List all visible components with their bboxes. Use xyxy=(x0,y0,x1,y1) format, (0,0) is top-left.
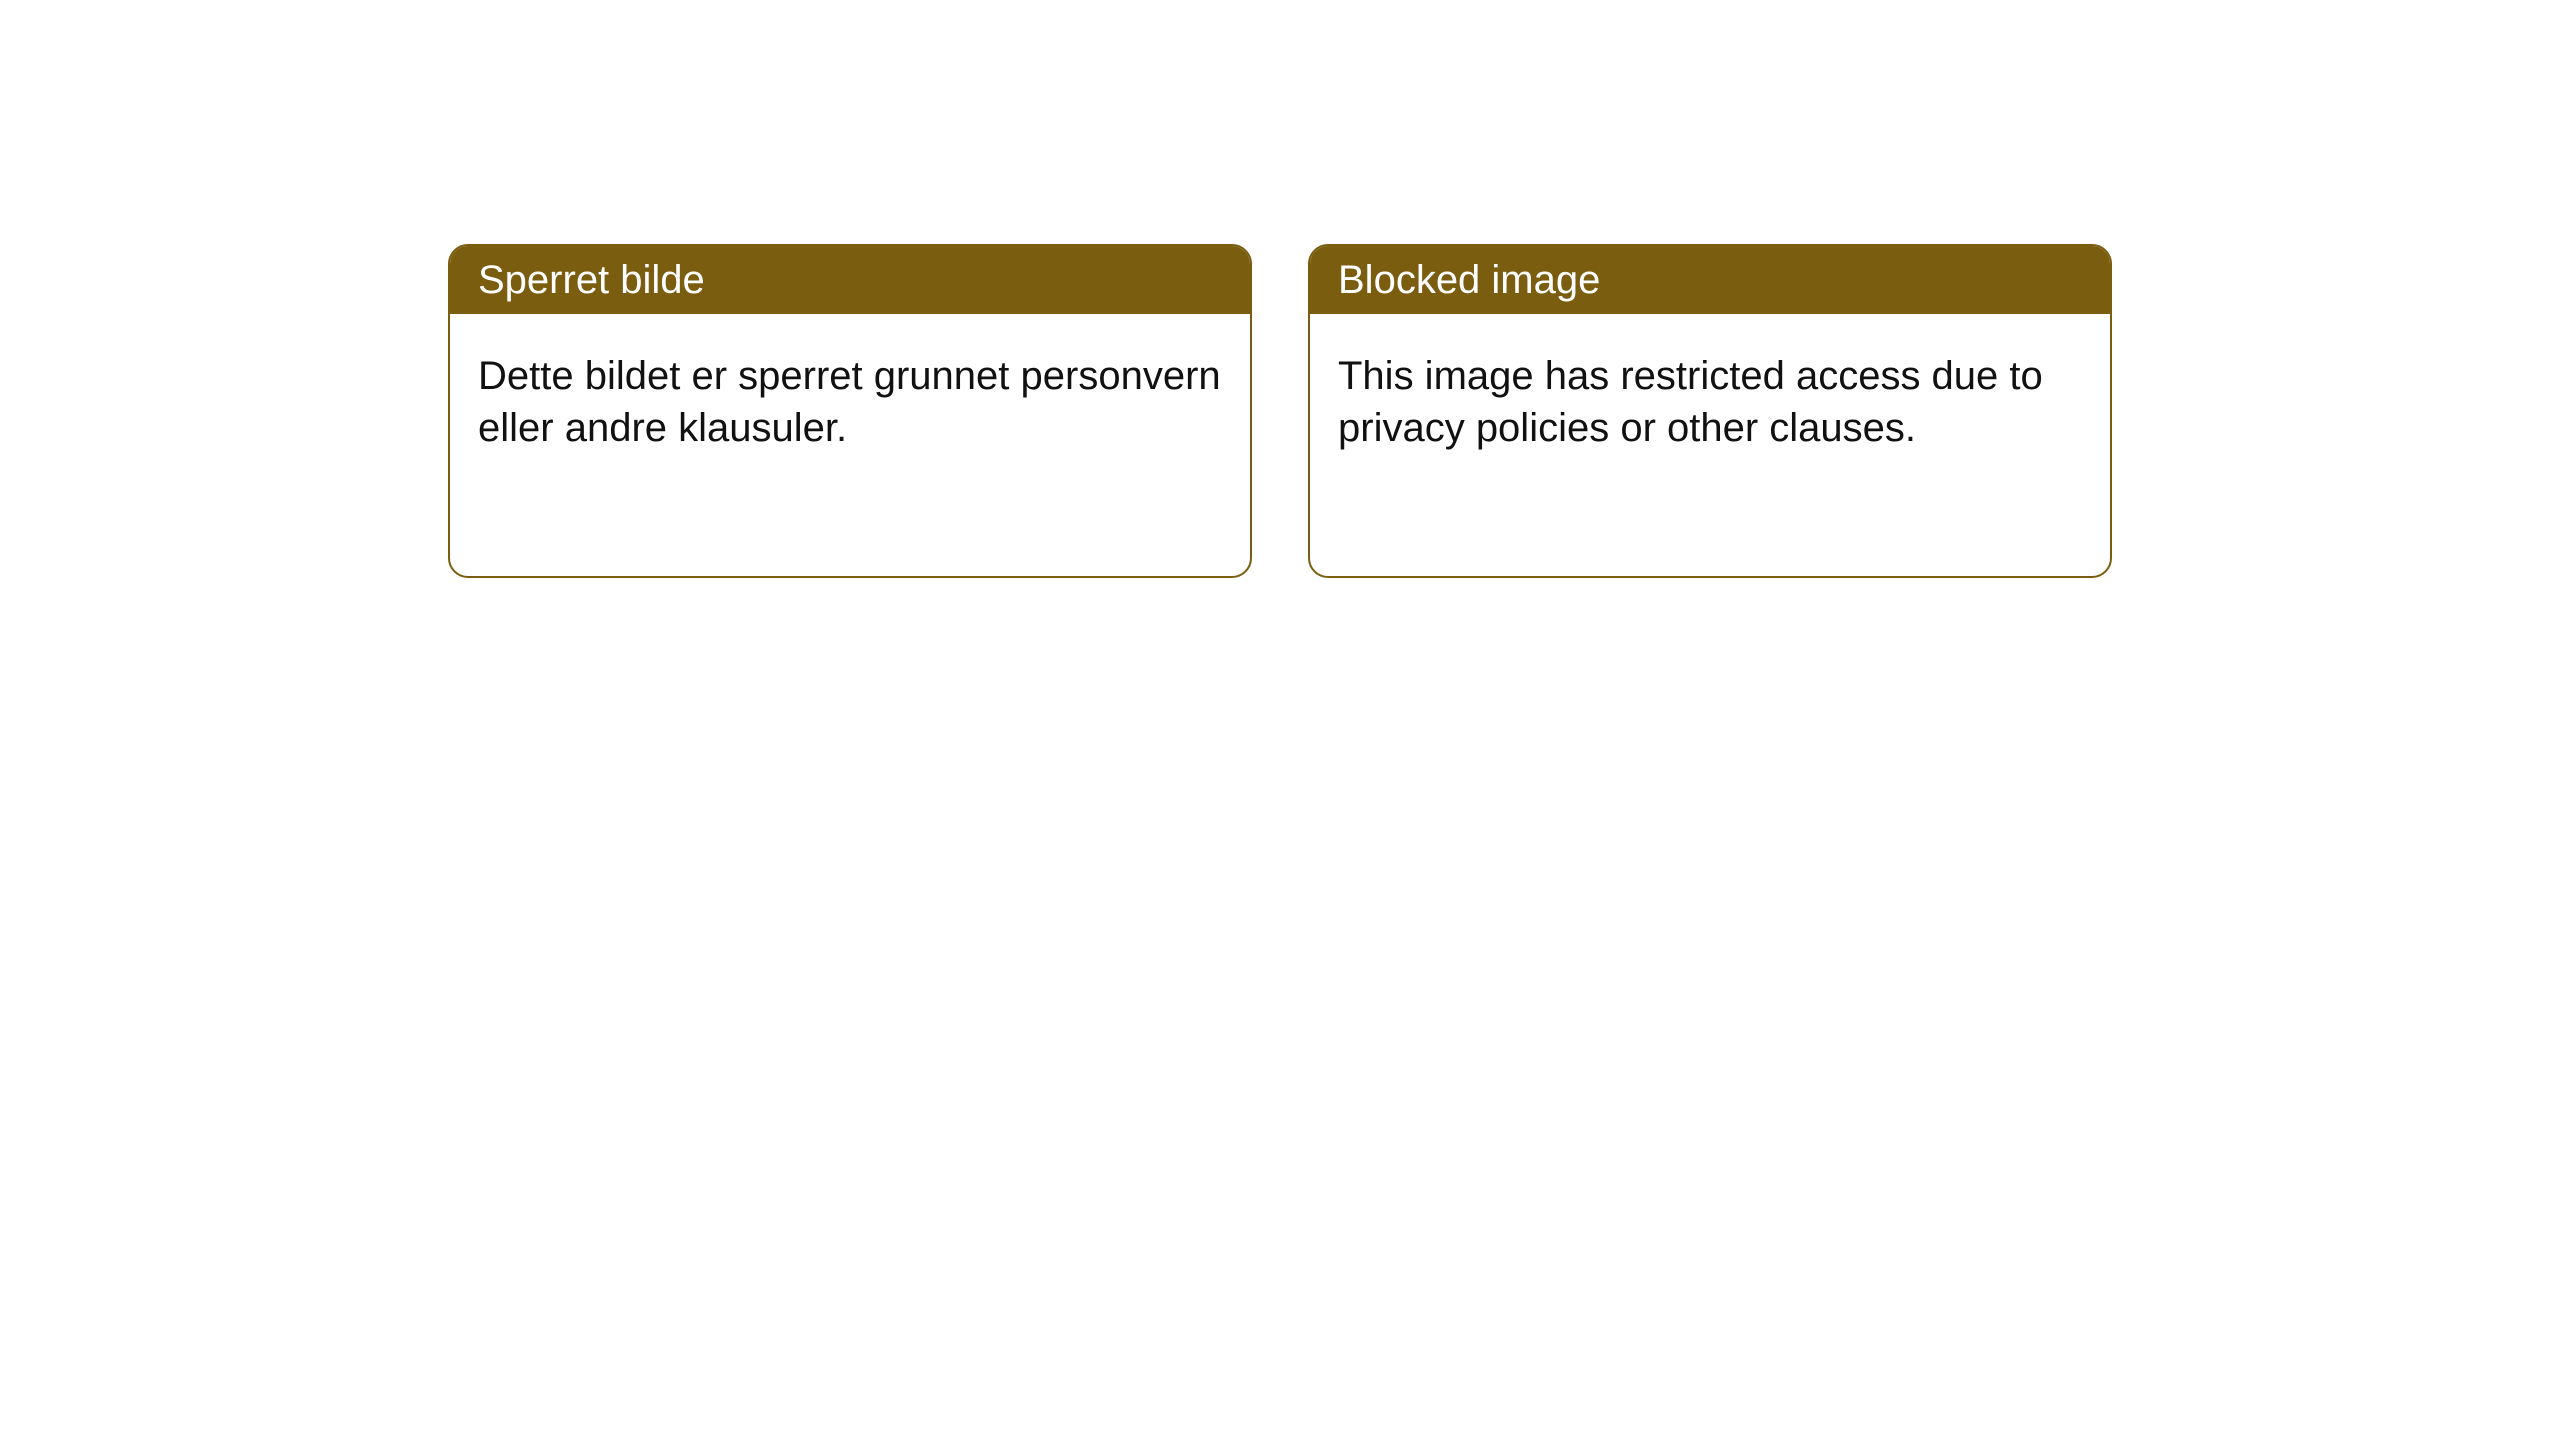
notice-title: Sperret bilde xyxy=(478,258,705,302)
notice-text: This image has restricted access due to … xyxy=(1338,354,2043,450)
notice-body: This image has restricted access due to … xyxy=(1310,314,2110,490)
notice-container: Sperret bilde Dette bildet er sperret gr… xyxy=(448,244,2112,578)
notice-header: Sperret bilde xyxy=(450,246,1250,314)
notice-body: Dette bildet er sperret grunnet personve… xyxy=(450,314,1250,490)
notice-text: Dette bildet er sperret grunnet personve… xyxy=(478,354,1221,450)
notice-header: Blocked image xyxy=(1310,246,2110,314)
notice-card-norwegian: Sperret bilde Dette bildet er sperret gr… xyxy=(448,244,1252,578)
notice-title: Blocked image xyxy=(1338,258,1600,302)
notice-card-english: Blocked image This image has restricted … xyxy=(1308,244,2112,578)
